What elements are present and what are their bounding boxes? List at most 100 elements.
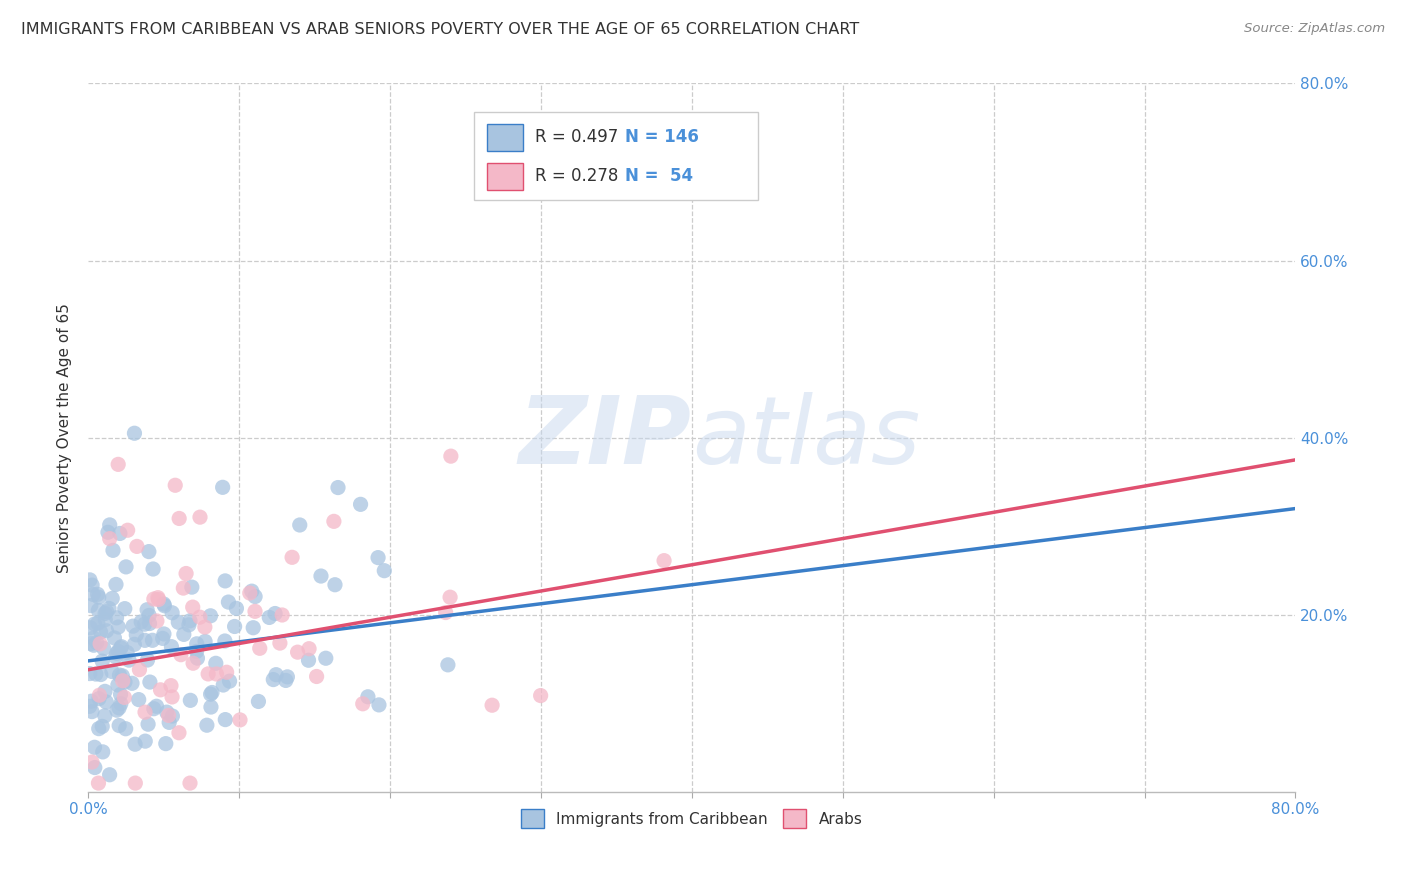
- Point: [80, 599, 103, 613]
- Point: [142, 562, 165, 576]
- Point: [194, 620, 217, 634]
- Point: [242, 621, 264, 635]
- Point: [82, 587, 104, 601]
- Point: [115, 560, 138, 574]
- Point: [110, 640, 132, 654]
- Point: [167, 511, 190, 525]
- Point: [83, 740, 105, 755]
- Point: [97, 525, 120, 540]
- Point: [111, 673, 134, 688]
- Point: [298, 641, 321, 656]
- Point: [186, 644, 208, 658]
- Point: [201, 685, 224, 699]
- Point: [200, 687, 222, 701]
- Point: [90, 625, 112, 640]
- Text: atlas: atlas: [692, 392, 920, 483]
- Point: [141, 633, 163, 648]
- Point: [121, 676, 143, 690]
- Point: [437, 657, 460, 672]
- Point: [180, 580, 202, 594]
- Point: [281, 550, 304, 565]
- Point: [98, 768, 121, 782]
- Point: [152, 597, 174, 611]
- Point: [104, 649, 127, 664]
- Point: [322, 514, 344, 528]
- Point: [94, 607, 117, 621]
- Point: [87, 722, 110, 736]
- Point: [652, 554, 675, 568]
- Point: [259, 610, 281, 624]
- Point: [197, 667, 219, 681]
- Point: [124, 637, 146, 651]
- Point: [114, 722, 136, 736]
- Point: [96, 695, 118, 709]
- Point: [94, 684, 117, 698]
- Point: [368, 698, 391, 712]
- Point: [128, 663, 150, 677]
- Point: [105, 646, 128, 660]
- Point: [117, 523, 139, 537]
- Point: [160, 679, 183, 693]
- Point: [195, 718, 218, 732]
- Point: [481, 698, 503, 713]
- Point: [94, 708, 117, 723]
- FancyBboxPatch shape: [486, 163, 523, 190]
- Point: [530, 689, 553, 703]
- Point: [373, 564, 395, 578]
- Point: [136, 653, 159, 667]
- Point: [323, 578, 346, 592]
- Point: [349, 497, 371, 511]
- Point: [93, 641, 115, 656]
- Point: [107, 458, 129, 472]
- Text: N = 146: N = 146: [626, 128, 699, 145]
- Point: [188, 510, 211, 524]
- Point: [98, 601, 121, 615]
- Point: [136, 603, 159, 617]
- Point: [214, 634, 236, 648]
- Point: [239, 586, 262, 600]
- Point: [98, 532, 121, 546]
- Point: [108, 701, 131, 715]
- Point: [434, 606, 457, 620]
- Point: [89, 688, 111, 702]
- Point: [157, 708, 180, 723]
- Point: [145, 699, 167, 714]
- Point: [214, 713, 236, 727]
- FancyBboxPatch shape: [486, 124, 523, 151]
- Point: [439, 590, 461, 604]
- Point: [83, 617, 105, 632]
- Point: [160, 606, 183, 620]
- Point: [211, 480, 233, 494]
- Point: [139, 675, 162, 690]
- Point: [170, 648, 193, 662]
- Point: [146, 614, 169, 628]
- Point: [86, 587, 108, 601]
- Point: [173, 627, 195, 641]
- Point: [165, 478, 187, 492]
- Point: [134, 705, 156, 719]
- Point: [125, 628, 148, 642]
- Point: [142, 702, 165, 716]
- Point: [83, 631, 105, 645]
- Point: [91, 745, 114, 759]
- Point: [87, 591, 110, 605]
- Point: [138, 608, 160, 623]
- Point: [243, 590, 266, 604]
- Point: [79, 699, 101, 714]
- Point: [79, 573, 101, 587]
- Point: [108, 526, 131, 541]
- Point: [87, 776, 110, 790]
- Point: [91, 719, 114, 733]
- Point: [96, 605, 118, 619]
- Point: [107, 644, 129, 658]
- Point: [111, 669, 134, 683]
- Point: [115, 646, 138, 660]
- Point: [155, 737, 177, 751]
- Point: [134, 734, 156, 748]
- Point: [181, 600, 204, 615]
- Point: [315, 651, 337, 665]
- Point: [186, 651, 208, 665]
- Point: [225, 601, 247, 615]
- Point: [287, 645, 309, 659]
- Point: [181, 657, 204, 671]
